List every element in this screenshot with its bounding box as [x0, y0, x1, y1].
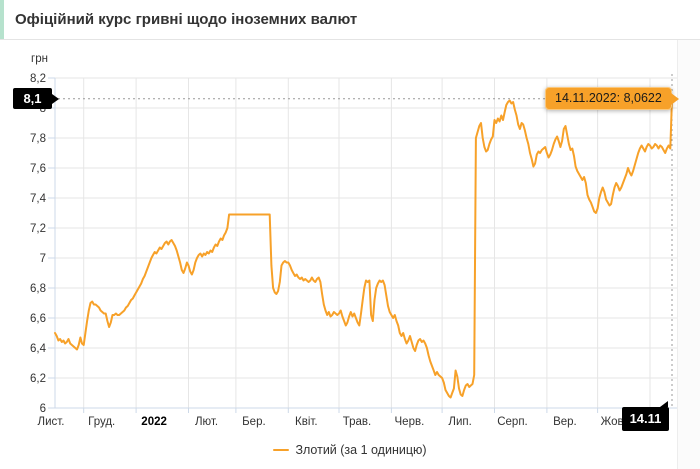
current-date-axis-label: 14.11: [622, 401, 669, 431]
x-axis-label: Лип.: [448, 416, 471, 428]
page-title: Офіційний курс гривні щодо іноземних вал…: [15, 11, 358, 28]
x-axis-label: Трав.: [343, 416, 371, 428]
x-axis-label: 2022: [141, 416, 167, 428]
y-tick-label: 6: [40, 403, 46, 415]
y-tick-label: 7,2: [30, 223, 46, 235]
current-date-text: 14.11: [629, 411, 662, 426]
tooltip-text: 14.11.2022: 8,0622: [555, 91, 662, 105]
x-axis-label: Бер.: [242, 416, 266, 428]
x-axis-label: Груд.: [88, 416, 115, 428]
y-tick-label: 8: [40, 103, 46, 115]
series-line-zloty[interactable]: [54, 97, 673, 399]
y-tick-label: 7,4: [30, 193, 47, 205]
right-gutter: [678, 40, 700, 469]
y-axis-unit-label: грн: [31, 53, 48, 65]
tooltip: 14.11.2022: 8,0622: [545, 87, 679, 110]
y-tick-label: 6,4: [30, 343, 47, 355]
legend-label: Злотий (за 1 одиницю): [295, 443, 427, 457]
y-tick-label: 6,2: [30, 373, 46, 385]
title-bar: Офіційний курс гривні щодо іноземних вал…: [0, 0, 700, 40]
current-value-text: 8,1: [23, 91, 42, 106]
y-tick-label: 6,8: [30, 283, 46, 295]
x-axis-label: Серп.: [497, 416, 528, 428]
x-axis-label: Лист.: [38, 416, 65, 428]
x-axis-label: Вер.: [553, 416, 577, 428]
legend-line-swatch: [273, 449, 290, 451]
title-accent-bar: [0, 0, 4, 39]
x-axis-label: Черв.: [395, 416, 425, 428]
x-axis-label: Квіт.: [295, 416, 318, 428]
y-tick-label: 6,6: [30, 313, 46, 325]
current-value-axis-label: 8,1: [13, 88, 59, 109]
y-tick-label: 7,8: [30, 133, 46, 145]
y-tick-label: 8,2: [30, 73, 46, 85]
y-tick-label: 7: [40, 253, 46, 265]
y-tick-label: 7,6: [30, 163, 46, 175]
legend-item-zloty[interactable]: Злотий (за 1 одиницю): [0, 443, 700, 457]
x-axis-label: Лют.: [195, 416, 218, 428]
